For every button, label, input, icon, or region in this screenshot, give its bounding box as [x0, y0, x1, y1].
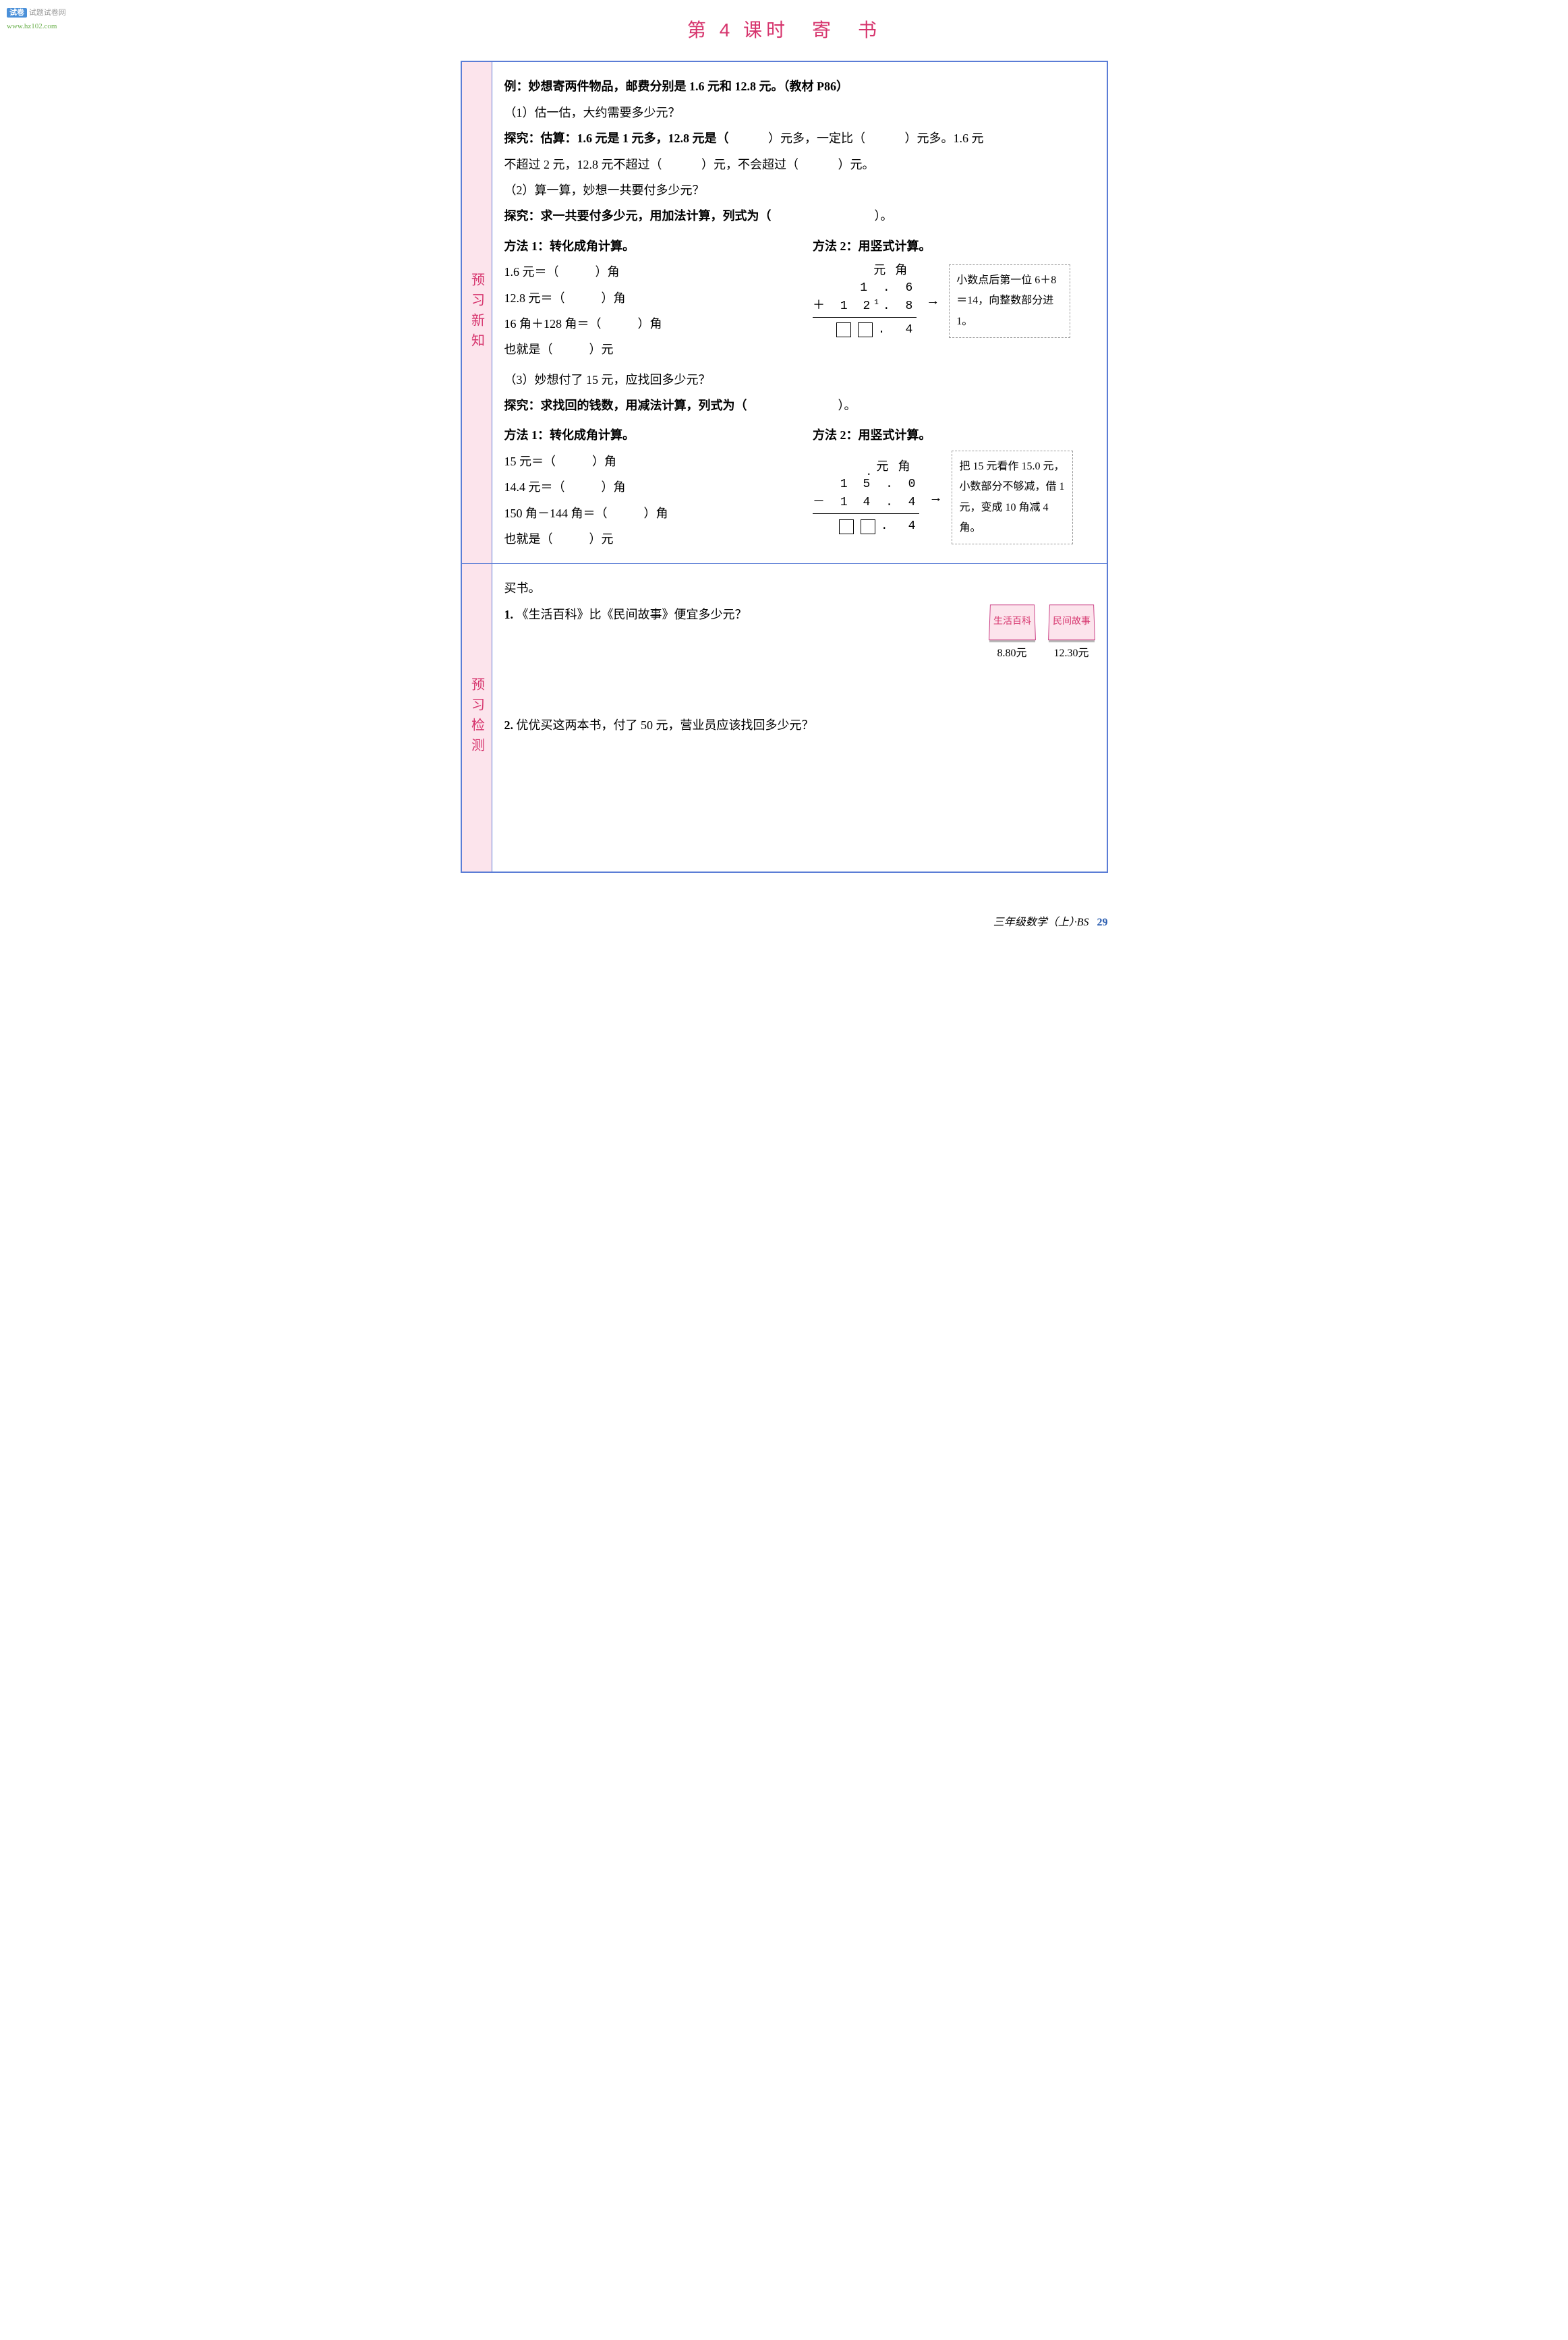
section-yuxi-content: 例：妙想寄两件物品，邮费分别是 1.6 元和 12.8 元。（教材 P86） （… — [492, 61, 1107, 564]
vertical-calc-add: 元角 1 . 6 ＋ 1 21 . 8 . 4 — [813, 261, 1095, 341]
section-label-yuxi: 预习新知 — [461, 61, 492, 564]
answer-box[interactable] — [839, 519, 854, 534]
answer-box[interactable] — [861, 519, 875, 534]
book-minjian: 民间故事 12.30元 — [1049, 604, 1095, 664]
arrow-icon: → — [922, 289, 943, 313]
book-cover: 生活百科 — [989, 604, 1036, 640]
q3: （3）妙想付了 15 元，应找回多少元？ — [504, 369, 1095, 391]
q1: （1）估一估，大约需要多少元？ — [504, 102, 1095, 123]
book-shenhuo: 生活百科 8.80元 — [989, 604, 1035, 664]
method1-title: 方法 1：转化成角计算。 — [504, 235, 786, 257]
q2: （2）算一算，妙想一共要付多少元？ — [504, 179, 1095, 201]
example-line: 例：妙想寄两件物品，邮费分别是 1.6 元和 12.8 元。（教材 P86） — [504, 76, 1095, 97]
intro: 买书。 — [504, 577, 1095, 599]
watermark-url: www.hz102.com — [7, 22, 57, 30]
answer-box[interactable] — [836, 322, 851, 337]
watermark: 试卷 试题试卷网 www.hz102.com — [7, 7, 66, 34]
tanjiu2: 探究：求一共要付多少元，用加法计算，列式为（ ）。 — [504, 205, 1095, 227]
watermark-text: 试题试卷网 — [29, 9, 66, 17]
method2b-title: 方法 2：用竖式计算。 — [813, 424, 1095, 446]
main-table: 预习新知 例：妙想寄两件物品，邮费分别是 1.6 元和 12.8 元。（教材 P… — [461, 61, 1108, 872]
note2: 把 15 元看作 15.0 元，小数部分不够减，借 1 元，变成 10 角减 4… — [952, 451, 1073, 545]
tanjiu1: 探究：估算：1.6 元是 1 元多，12.8 元是（ ）元多，一定比（ ）元多。… — [504, 127, 1095, 149]
tanjiu1-line2: 不超过 2 元，12.8 元不超过（ ）元，不会超过（ ）元。 — [504, 154, 1095, 175]
section-jiance-content: 买书。 生活百科 8.80元 民间故事 12.30元 1. 《生活百科》比《民间… — [492, 564, 1107, 872]
vertical-calc-sub: 元角 1 5 . 0 － 1 4 . 4 — [813, 451, 1095, 545]
method1b-title: 方法 1：转化成角计算。 — [504, 424, 786, 446]
note1: 小数点后第一位 6＋8＝14，向整数部分进 1。 — [949, 264, 1070, 338]
arrow-icon: → — [925, 486, 946, 510]
method2-title: 方法 2：用竖式计算。 — [813, 235, 1095, 257]
watermark-badge: 试卷 — [7, 8, 27, 18]
jiance-q2: 2. 优优买这两本书，付了 50 元，营业员应该找回多少元？ — [504, 714, 1095, 736]
page-title: 第 4 课时 寄 书 — [461, 13, 1108, 47]
books: 生活百科 8.80元 民间故事 12.30元 — [989, 604, 1095, 664]
book-cover: 民间故事 — [1048, 604, 1095, 640]
section-label-jiance: 预习检测 — [461, 564, 492, 872]
answer-box[interactable] — [858, 322, 873, 337]
footer: 三年级数学（上）·BS 29 — [461, 913, 1108, 933]
tanjiu3: 探究：求找回的钱数，用减法计算，列式为（ ）。 — [504, 395, 1095, 416]
